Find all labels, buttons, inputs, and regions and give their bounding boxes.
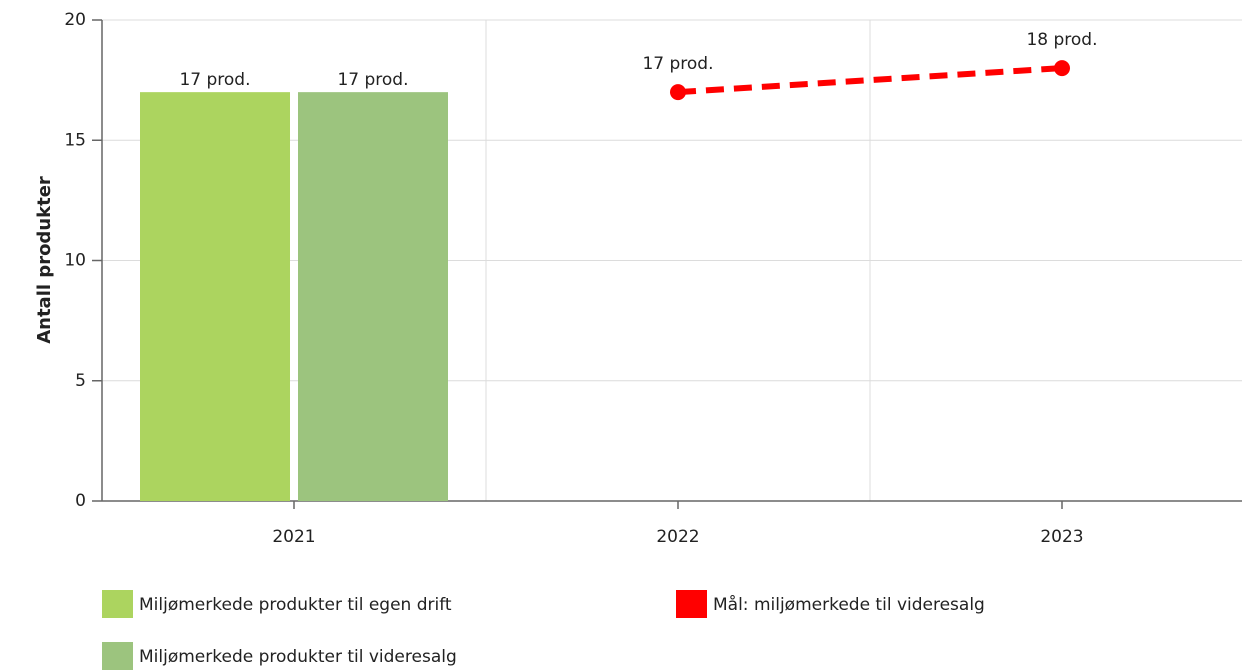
bar (298, 92, 448, 502)
legend-swatch (676, 590, 707, 618)
value-label: 17 prod. (642, 54, 713, 74)
legend-label: Miljømerkede produkter til videresalg (139, 647, 457, 667)
legend-label: Mål: miljømerkede til videresalg (713, 594, 985, 615)
x-tick-label: 2021 (272, 527, 315, 547)
bar (140, 92, 290, 502)
line-marker (1054, 60, 1070, 77)
y-tick-label: 0 (75, 491, 86, 511)
value-label: 17 prod. (179, 70, 250, 90)
y-axis-label: Antall produkter (34, 176, 55, 344)
y-tick-label: 20 (64, 10, 86, 30)
y-tick-label: 10 (64, 251, 86, 271)
y-tick-label: 15 (64, 130, 86, 150)
y-tick-label: 5 (75, 371, 86, 391)
legend-label: Miljømerkede produkter til egen drift (139, 595, 452, 615)
x-tick-label: 2022 (656, 527, 699, 547)
legend-swatch (102, 642, 133, 670)
legend-swatch (102, 590, 133, 618)
line (677, 65, 1063, 96)
line-marker (670, 84, 686, 101)
x-tick-label: 2023 (1040, 527, 1083, 547)
value-label: 18 prod. (1026, 30, 1097, 50)
value-label: 17 prod. (337, 70, 408, 90)
